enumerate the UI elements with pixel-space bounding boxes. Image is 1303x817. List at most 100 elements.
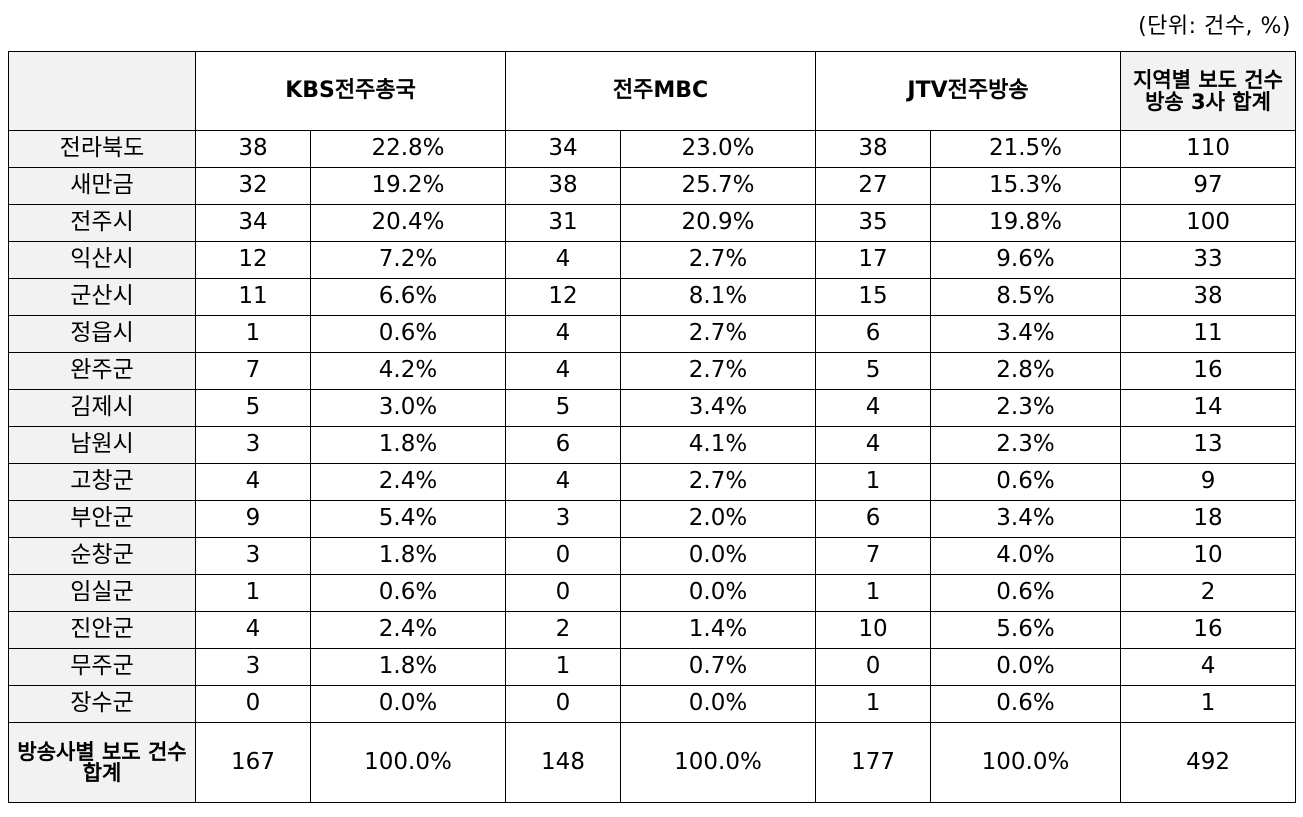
- table-row: 군산시 11 6.6% 12 8.1% 15 8.5% 38: [8, 278, 1297, 316]
- table-body: KBS전주총국 전주MBC JTV전주방송 지역별 보도 건수 방송 3사 합계…: [8, 51, 1297, 803]
- mbc-pct-cell: 8.1%: [619, 278, 817, 316]
- mbc-pct-cell: 20.9%: [619, 204, 817, 242]
- kbs-pct-cell: 2.4%: [310, 611, 506, 649]
- mbc-count-cell: 6: [505, 426, 621, 464]
- jtv-count-cell: 1: [815, 685, 932, 723]
- kbs-count-cell: 5: [195, 389, 311, 427]
- header-total: 지역별 보도 건수 방송 3사 합계: [1120, 51, 1297, 131]
- summary-kbs-pct: 100.0%: [310, 722, 506, 803]
- table-row: 순창군 3 1.8% 0 0.0% 7 4.0% 10: [8, 537, 1297, 575]
- jtv-count-cell: 5: [815, 352, 932, 390]
- kbs-pct-cell: 0.6%: [310, 574, 506, 612]
- region-cell: 김제시: [8, 389, 196, 427]
- summary-mbc-pct: 100.0%: [619, 722, 817, 803]
- summary-row: 방송사별 보도 건수 합계 167 100.0% 148 100.0% 177 100.0%…: [8, 722, 1297, 803]
- region-cell: 익산시: [8, 241, 196, 279]
- region-cell: 완주군: [8, 352, 196, 390]
- mbc-count-cell: 3: [505, 500, 621, 538]
- kbs-count-cell: 4: [195, 611, 311, 649]
- table-row: 김제시 5 3.0% 5 3.4% 4 2.3% 14: [8, 389, 1297, 427]
- kbs-pct-cell: 7.2%: [310, 241, 506, 279]
- mbc-pct-cell: 2.7%: [619, 315, 817, 353]
- jtv-pct-cell: 2.8%: [930, 352, 1122, 390]
- mbc-count-cell: 1: [505, 648, 621, 686]
- region-cell: 군산시: [8, 278, 196, 316]
- mbc-count-cell: 0: [505, 537, 621, 575]
- header-mbc: 전주MBC: [504, 51, 817, 131]
- region-cell: 남원시: [8, 426, 196, 464]
- mbc-pct-cell: 2.7%: [619, 463, 817, 501]
- jtv-count-cell: 6: [815, 315, 932, 353]
- kbs-count-cell: 38: [195, 130, 311, 168]
- total-cell: 1: [1120, 685, 1297, 723]
- header-row: KBS전주총국 전주MBC JTV전주방송 지역별 보도 건수 방송 3사 합계: [8, 51, 1297, 131]
- total-cell: 18: [1120, 500, 1297, 538]
- mbc-count-cell: 38: [505, 167, 621, 205]
- jtv-count-cell: 4: [815, 389, 932, 427]
- total-cell: 97: [1120, 167, 1297, 205]
- mbc-count-cell: 4: [505, 241, 621, 279]
- corner-cell: [8, 51, 196, 131]
- region-cell: 임실군: [8, 574, 196, 612]
- mbc-pct-cell: 1.4%: [619, 611, 817, 649]
- table-row: 전주시 34 20.4% 31 20.9% 35 19.8% 100: [8, 204, 1297, 242]
- kbs-count-cell: 32: [195, 167, 311, 205]
- kbs-count-cell: 34: [195, 204, 311, 242]
- mbc-pct-cell: 2.7%: [619, 241, 817, 279]
- summary-label: 방송사별 보도 건수 합계: [8, 722, 196, 803]
- kbs-pct-cell: 4.2%: [310, 352, 506, 390]
- jtv-count-cell: 15: [815, 278, 932, 316]
- kbs-count-cell: 9: [195, 500, 311, 538]
- mbc-pct-cell: 0.7%: [619, 648, 817, 686]
- jtv-count-cell: 0: [815, 648, 932, 686]
- kbs-pct-cell: 1.8%: [310, 648, 506, 686]
- region-cell: 장수군: [8, 685, 196, 723]
- jtv-count-cell: 7: [815, 537, 932, 575]
- table-row: 새만금 32 19.2% 38 25.7% 27 15.3% 97: [8, 167, 1297, 205]
- jtv-count-cell: 27: [815, 167, 932, 205]
- jtv-pct-cell: 15.3%: [930, 167, 1122, 205]
- total-cell: 38: [1120, 278, 1297, 316]
- kbs-count-cell: 3: [195, 426, 311, 464]
- kbs-count-cell: 3: [195, 648, 311, 686]
- kbs-pct-cell: 2.4%: [310, 463, 506, 501]
- mbc-count-cell: 2: [505, 611, 621, 649]
- kbs-count-cell: 1: [195, 315, 311, 353]
- kbs-count-cell: 1: [195, 574, 311, 612]
- total-cell: 10: [1120, 537, 1297, 575]
- summary-jtv-count: 177: [815, 722, 932, 803]
- kbs-count-cell: 7: [195, 352, 311, 390]
- table-row: 고창군 4 2.4% 4 2.7% 1 0.6% 9: [8, 463, 1297, 501]
- region-cell: 고창군: [8, 463, 196, 501]
- mbc-pct-cell: 2.0%: [619, 500, 817, 538]
- mbc-pct-cell: 2.7%: [619, 352, 817, 390]
- jtv-pct-cell: 0.6%: [930, 574, 1122, 612]
- jtv-pct-cell: 4.0%: [930, 537, 1122, 575]
- kbs-pct-cell: 0.6%: [310, 315, 506, 353]
- total-cell: 16: [1120, 611, 1297, 649]
- region-cell: 전라북도: [8, 130, 196, 168]
- kbs-count-cell: 0: [195, 685, 311, 723]
- total-cell: 110: [1120, 130, 1297, 168]
- mbc-pct-cell: 25.7%: [619, 167, 817, 205]
- total-cell: 100: [1120, 204, 1297, 242]
- region-cell: 진안군: [8, 611, 196, 649]
- region-cell: 부안군: [8, 500, 196, 538]
- mbc-count-cell: 4: [505, 352, 621, 390]
- jtv-pct-cell: 5.6%: [930, 611, 1122, 649]
- jtv-pct-cell: 0.6%: [930, 463, 1122, 501]
- table-row: 장수군 0 0.0% 0 0.0% 1 0.6% 1: [8, 685, 1297, 723]
- kbs-pct-cell: 6.6%: [310, 278, 506, 316]
- jtv-pct-cell: 3.4%: [930, 315, 1122, 353]
- kbs-count-cell: 3: [195, 537, 311, 575]
- jtv-pct-cell: 0.6%: [930, 685, 1122, 723]
- mbc-count-cell: 34: [505, 130, 621, 168]
- jtv-pct-cell: 3.4%: [930, 500, 1122, 538]
- kbs-pct-cell: 1.8%: [310, 426, 506, 464]
- header-jtv: JTV전주방송: [815, 51, 1122, 131]
- summary-total: 492: [1120, 722, 1297, 803]
- jtv-pct-cell: 21.5%: [930, 130, 1122, 168]
- mbc-count-cell: 0: [505, 574, 621, 612]
- jtv-pct-cell: 2.3%: [930, 389, 1122, 427]
- region-cell: 정읍시: [8, 315, 196, 353]
